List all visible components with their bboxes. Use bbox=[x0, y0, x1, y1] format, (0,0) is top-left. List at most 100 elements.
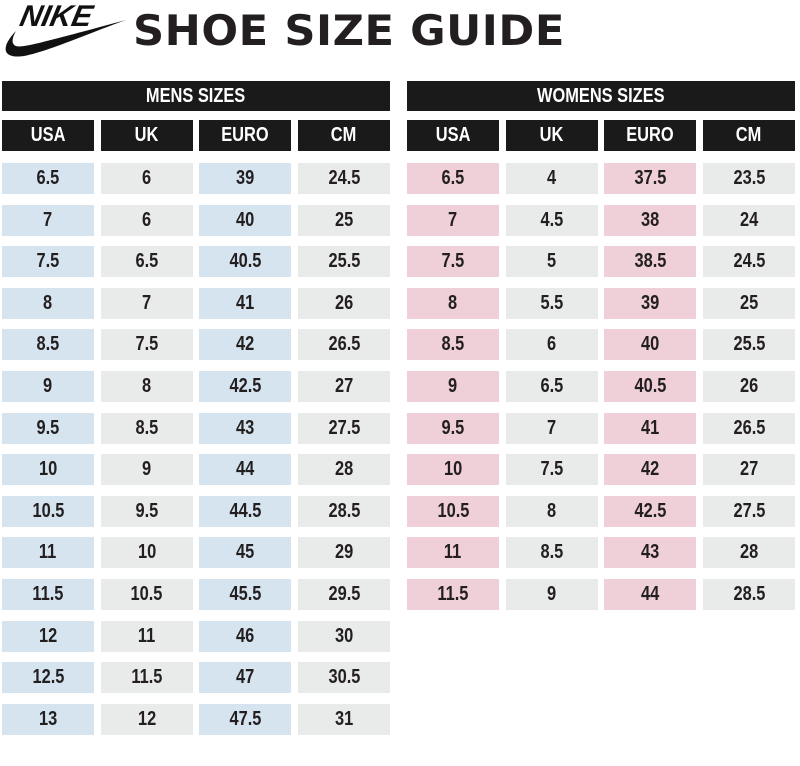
cell-usa: 6.5 bbox=[407, 163, 499, 194]
womens-rows: 6.5 4 37.5 23.5 7 4.5 38 24 7.5 5 38.5 24.5 8 5.5 39 25… bbox=[407, 163, 795, 610]
cell-cm: 23.5 bbox=[702, 163, 795, 194]
cell-euro: 40 bbox=[604, 329, 697, 361]
cell-uk: 6 bbox=[505, 329, 598, 361]
table-row: 7 4.5 38 24 bbox=[407, 204, 795, 236]
cell-uk: 7 bbox=[505, 412, 598, 444]
cell-cm: 29.5 bbox=[297, 578, 390, 610]
table-row: 11 10 45 29 bbox=[2, 537, 390, 569]
cell-euro: 40 bbox=[199, 204, 292, 236]
cell-cm: 24.5 bbox=[297, 163, 390, 194]
cell-euro: 38 bbox=[604, 204, 697, 236]
cell-uk: 8 bbox=[100, 370, 193, 402]
cell-cm: 26 bbox=[297, 287, 390, 319]
mens-size-table: MENS SIZES USA UK EURO CM 6.5 6 39 24.5 7 6 40… bbox=[2, 81, 390, 745]
cell-cm: 27 bbox=[297, 370, 390, 402]
nike-swoosh-logo-icon: NIKE bbox=[5, 0, 126, 57]
cell-euro: 42 bbox=[199, 329, 292, 361]
cell-usa: 8 bbox=[2, 287, 94, 319]
table-row: 8 7 41 26 bbox=[2, 287, 390, 319]
table-row: 10 7.5 42 27 bbox=[407, 454, 795, 486]
cell-euro: 47.5 bbox=[199, 703, 292, 735]
table-row: 10.5 8 42.5 27.5 bbox=[407, 495, 795, 527]
cell-cm: 25.5 bbox=[702, 329, 795, 361]
table-row: 13 12 47.5 31 bbox=[2, 703, 390, 735]
cell-euro: 40.5 bbox=[199, 246, 292, 278]
column-header-cm: CM bbox=[297, 120, 390, 151]
cell-cm: 28 bbox=[297, 454, 390, 486]
cell-uk: 7 bbox=[100, 287, 193, 319]
cell-uk: 8.5 bbox=[100, 412, 193, 444]
womens-size-table: WOMENS SIZES USA UK EURO CM 6.5 4 37.5 23.5… bbox=[407, 81, 795, 621]
cell-euro: 47 bbox=[199, 662, 292, 694]
cell-euro: 39 bbox=[604, 287, 697, 319]
cell-uk: 7.5 bbox=[505, 454, 598, 486]
cell-cm: 28.5 bbox=[702, 578, 795, 610]
cell-cm: 24.5 bbox=[702, 246, 795, 278]
cell-uk: 6.5 bbox=[505, 370, 598, 402]
cell-uk: 9 bbox=[505, 578, 598, 610]
table-row: 10 9 44 28 bbox=[2, 454, 390, 486]
cell-cm: 31 bbox=[297, 703, 390, 735]
column-header-usa: USA bbox=[2, 120, 94, 151]
cell-usa: 11.5 bbox=[407, 578, 499, 610]
cell-euro: 42.5 bbox=[604, 495, 697, 527]
cell-euro: 38.5 bbox=[604, 246, 697, 278]
cell-usa: 10 bbox=[2, 454, 94, 486]
cell-cm: 25 bbox=[297, 204, 390, 236]
cell-usa: 10.5 bbox=[2, 495, 94, 527]
cell-uk: 6.5 bbox=[100, 246, 193, 278]
cell-cm: 25.5 bbox=[297, 246, 390, 278]
table-row: 9 8 42.5 27 bbox=[2, 370, 390, 402]
cell-uk: 4 bbox=[505, 163, 598, 194]
cell-uk: 8 bbox=[505, 495, 598, 527]
cell-usa: 7.5 bbox=[407, 246, 499, 278]
mens-rows: 6.5 6 39 24.5 7 6 40 25 7.5 6.5 40.5 25.5 8 7 41 26 8.5 7… bbox=[2, 163, 390, 735]
column-header-uk: UK bbox=[505, 120, 598, 151]
table-row: 6.5 4 37.5 23.5 bbox=[407, 163, 795, 194]
cell-uk: 5.5 bbox=[505, 287, 598, 319]
cell-uk: 11.5 bbox=[100, 662, 193, 694]
cell-uk: 9.5 bbox=[100, 495, 193, 527]
table-row: 11 8.5 43 28 bbox=[407, 537, 795, 569]
cell-uk: 7.5 bbox=[100, 329, 193, 361]
cell-uk: 10.5 bbox=[100, 578, 193, 610]
cell-usa: 10.5 bbox=[407, 495, 499, 527]
cell-cm: 30.5 bbox=[297, 662, 390, 694]
cell-euro: 43 bbox=[199, 412, 292, 444]
column-header-uk: UK bbox=[100, 120, 193, 151]
table-row: 9.5 8.5 43 27.5 bbox=[2, 412, 390, 444]
table-row: 12 11 46 30 bbox=[2, 620, 390, 652]
cell-usa: 6.5 bbox=[2, 163, 94, 194]
cell-cm: 27.5 bbox=[297, 412, 390, 444]
cell-euro: 37.5 bbox=[604, 163, 697, 194]
womens-column-headers: USA UK EURO CM bbox=[407, 120, 795, 151]
table-row: 8.5 6 40 25.5 bbox=[407, 329, 795, 361]
cell-cm: 29 bbox=[297, 537, 390, 569]
cell-usa: 7.5 bbox=[2, 246, 94, 278]
cell-euro: 44 bbox=[604, 578, 697, 610]
nike-wordmark: NIKE bbox=[17, 0, 96, 33]
cell-cm: 24 bbox=[702, 204, 795, 236]
column-header-euro: EURO bbox=[199, 120, 292, 151]
table-row: 10.5 9.5 44.5 28.5 bbox=[2, 495, 390, 527]
cell-uk: 8.5 bbox=[505, 537, 598, 569]
cell-usa: 7 bbox=[2, 204, 94, 236]
cell-cm: 27.5 bbox=[702, 495, 795, 527]
cell-euro: 40.5 bbox=[604, 370, 697, 402]
cell-usa: 13 bbox=[2, 703, 94, 735]
cell-uk: 4.5 bbox=[505, 204, 598, 236]
cell-cm: 30 bbox=[297, 620, 390, 652]
cell-usa: 9.5 bbox=[407, 412, 499, 444]
cell-cm: 26.5 bbox=[702, 412, 795, 444]
cell-uk: 10 bbox=[100, 537, 193, 569]
cell-usa: 11 bbox=[2, 537, 94, 569]
cell-euro: 45 bbox=[199, 537, 292, 569]
cell-cm: 26 bbox=[702, 370, 795, 402]
table-row: 7.5 5 38.5 24.5 bbox=[407, 246, 795, 278]
cell-usa: 7 bbox=[407, 204, 499, 236]
womens-table-title: WOMENS SIZES bbox=[407, 81, 795, 111]
cell-euro: 41 bbox=[199, 287, 292, 319]
table-row: 12.5 11.5 47 30.5 bbox=[2, 662, 390, 694]
page-title: SHOE SIZE GUIDE bbox=[133, 6, 565, 55]
cell-uk: 11 bbox=[100, 620, 193, 652]
